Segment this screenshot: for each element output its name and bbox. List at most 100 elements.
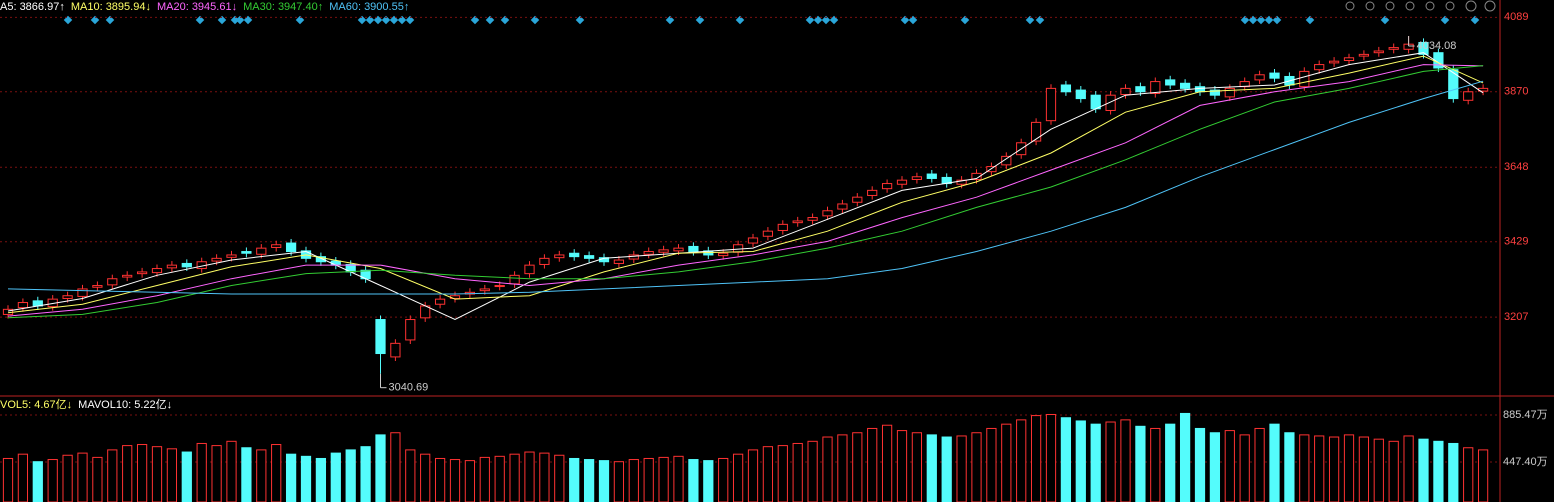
volume-bar <box>1075 420 1086 502</box>
volume-bar <box>613 461 625 502</box>
volume-bar <box>226 440 237 502</box>
candle-body <box>539 257 550 265</box>
candle-body <box>375 319 386 355</box>
candle-body <box>1463 91 1474 101</box>
candle-body <box>1254 74 1265 81</box>
candle-body <box>226 254 237 258</box>
tool-icon[interactable] <box>1345 1 1355 11</box>
volume-bar <box>271 444 282 502</box>
volume-legend: VOL5: 4.67亿↓ MAVOL10: 5.22亿↓ <box>0 398 172 411</box>
volume-bar <box>1045 414 1057 502</box>
candle-body <box>1209 89 1221 96</box>
candle-body <box>92 285 103 288</box>
volume-bar <box>166 448 178 502</box>
ma-line <box>7 65 1484 319</box>
volume-bar <box>852 432 863 502</box>
legend: A5: 3866.97↑ MA10: 3895.94↓ MA20: 3945.61↓… <box>0 1 409 13</box>
candle-body <box>256 247 267 255</box>
candle-body <box>1328 60 1340 64</box>
candle-body <box>956 179 967 185</box>
candle-body <box>390 342 401 358</box>
volume-bar <box>1403 435 1414 502</box>
volume-bar <box>1105 421 1116 502</box>
candle-body <box>1075 89 1086 100</box>
candle-body <box>241 251 252 254</box>
candle-body <box>77 288 88 297</box>
candle-body <box>524 264 535 275</box>
volume-bar <box>1418 438 1429 502</box>
candle-body <box>1045 87 1057 122</box>
candle-body <box>1448 69 1459 100</box>
tool-icon[interactable] <box>1425 1 1435 11</box>
candle-body <box>181 262 192 268</box>
volume-bar <box>1135 425 1146 502</box>
candle-body <box>151 268 163 274</box>
volume-bar <box>315 457 327 502</box>
candle-body <box>1194 86 1206 93</box>
candle-body <box>434 298 446 305</box>
event-marker <box>373 15 383 25</box>
tool-icon[interactable] <box>1385 1 1395 11</box>
volume-bar <box>405 449 416 502</box>
candle-body <box>1299 70 1310 88</box>
volume-bar <box>747 449 759 502</box>
zoom-out[interactable] <box>1484 0 1496 12</box>
candle-body <box>211 257 222 262</box>
y-tick-label: 3648 <box>1504 161 1528 173</box>
volume-bar <box>703 460 714 502</box>
candle-body <box>762 230 774 237</box>
volume-bar <box>1179 412 1191 502</box>
volume-bar <box>1194 427 1206 502</box>
volume-bar <box>1343 434 1355 502</box>
y-tick-label: 885.47万 <box>1503 409 1548 421</box>
volume-bar <box>762 446 774 502</box>
zoom-in[interactable] <box>1465 0 1477 12</box>
legend-entry: MAVOL10: 5.22亿↓ <box>78 398 172 411</box>
candle-body <box>1135 86 1146 93</box>
candle-body <box>1418 41 1429 55</box>
volume-bar <box>1433 440 1444 502</box>
tool-icon[interactable] <box>1405 1 1415 11</box>
volume-bar <box>583 459 595 502</box>
volume-bar <box>122 445 133 502</box>
candle-body <box>554 254 565 259</box>
volume-bar <box>1165 423 1176 502</box>
toolbar <box>1345 0 1496 12</box>
tool-icon[interactable] <box>1365 1 1375 11</box>
volume-bar <box>554 454 565 502</box>
volume-bar <box>107 449 118 502</box>
volume-bar <box>1269 423 1280 502</box>
volume-bar <box>434 457 446 502</box>
y-tick-label: 3429 <box>1504 236 1528 248</box>
candle-body <box>285 242 297 253</box>
volume-bar <box>92 456 103 502</box>
ma-line <box>7 55 1484 314</box>
volume-bar <box>77 452 88 502</box>
candle-body <box>1269 72 1280 79</box>
volume-bar <box>241 447 252 502</box>
candle-body <box>911 176 923 180</box>
volume-bar <box>151 446 163 502</box>
event-marker <box>405 15 415 25</box>
volume-bar <box>1328 436 1340 502</box>
candle-body <box>792 220 803 224</box>
volume-bar <box>881 424 893 502</box>
volume-bar <box>285 453 297 502</box>
volume-bar <box>628 459 639 502</box>
y-tick-label: 3870 <box>1504 86 1528 98</box>
candle-body <box>1388 47 1399 50</box>
ma-line <box>7 52 1484 321</box>
tool-icon[interactable] <box>1445 1 1455 11</box>
volume-bar <box>375 434 386 502</box>
legend-entry: A5: 3866.97↑ <box>0 1 65 13</box>
volume-bar <box>1060 417 1072 502</box>
volume-bar <box>1254 427 1265 502</box>
volume-bar <box>390 432 401 502</box>
volume-bar <box>911 432 923 502</box>
volume-bar <box>807 440 818 502</box>
event-marker <box>357 15 367 25</box>
volume-bar <box>1150 427 1161 502</box>
volume-bar <box>1314 435 1325 502</box>
candle-body <box>315 256 327 263</box>
volume-bar <box>956 435 967 502</box>
